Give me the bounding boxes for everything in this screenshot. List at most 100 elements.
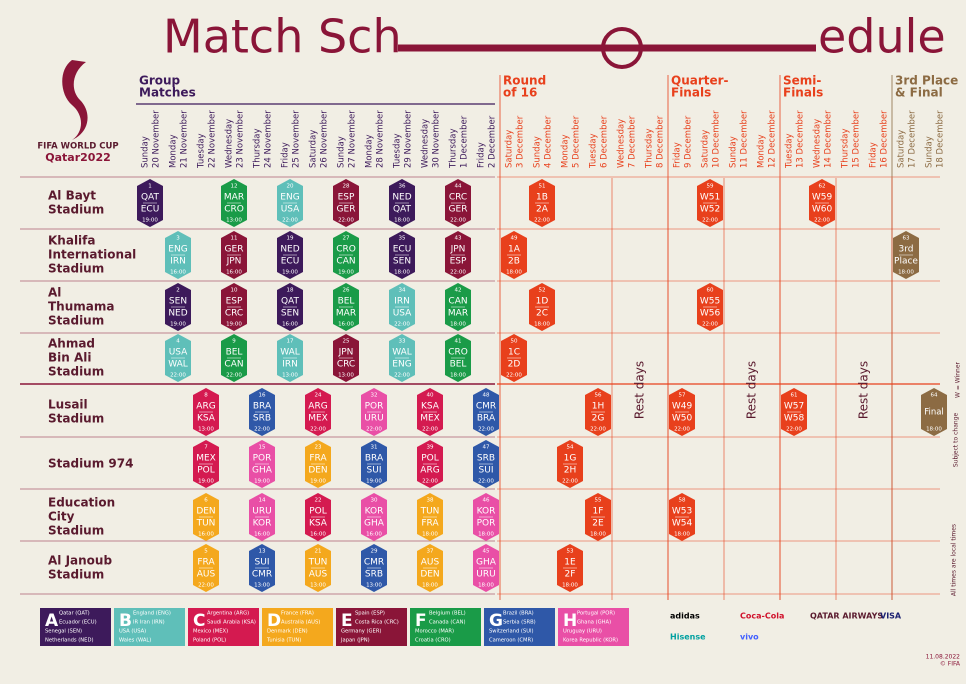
group-team: Poland (POL) xyxy=(193,638,226,644)
group-team: Croatia (CRO) xyxy=(415,638,451,644)
match-time: 22:00 xyxy=(786,427,802,433)
group-letter: H xyxy=(563,611,577,631)
group-box xyxy=(114,608,185,646)
match-away: POL xyxy=(197,466,215,476)
match-time: 13:00 xyxy=(338,373,354,379)
match-away: W58 xyxy=(784,414,805,424)
match-home: URU xyxy=(252,507,271,517)
match-away: KSA xyxy=(197,414,216,424)
match-away: CAN xyxy=(336,257,355,267)
match-away: SRB xyxy=(253,414,271,424)
match-away: TUN xyxy=(196,519,216,529)
match-time: 13:00 xyxy=(198,427,214,433)
match-away: WAL xyxy=(168,360,188,370)
day-date: 29 November xyxy=(404,110,414,168)
match-time: 22:00 xyxy=(534,218,550,224)
day-weekday: Friday xyxy=(869,142,879,168)
match-time: 18:00 xyxy=(478,583,494,589)
match-time: 22:00 xyxy=(226,373,242,379)
match-time: 19:00 xyxy=(338,270,354,276)
match-number: 26 xyxy=(343,288,350,294)
match-number: 63 xyxy=(903,236,910,242)
match-time: 18:00 xyxy=(478,532,494,538)
day-weekday: Tuesday xyxy=(393,133,403,169)
day-date: 4 December xyxy=(544,115,554,168)
match-away: DEN xyxy=(420,570,439,580)
section-label: & Final xyxy=(895,86,943,100)
match-home: 1G xyxy=(564,454,577,464)
stadium-name: Stadium xyxy=(48,262,104,276)
match-home: 1C xyxy=(508,348,520,358)
match-home: WAL xyxy=(280,348,300,358)
match-away: CRO xyxy=(224,205,244,215)
match-home: 1E xyxy=(564,558,576,568)
day-weekday: Wednesday xyxy=(225,119,235,168)
group-letter: B xyxy=(119,611,132,631)
day-weekday: Monday xyxy=(169,134,179,168)
match-away: W50 xyxy=(672,414,693,424)
group-box xyxy=(40,608,111,646)
day-date: 28 November xyxy=(376,110,386,168)
rest-days: Rest days xyxy=(633,361,647,419)
match-home: W49 xyxy=(672,402,693,412)
match-home: 1H xyxy=(592,402,605,412)
match-home: MAR xyxy=(224,193,244,203)
match-time: 22:00 xyxy=(506,373,522,379)
match-number: 33 xyxy=(399,339,406,345)
match-away: NED xyxy=(168,309,187,319)
match-time: 16:00 xyxy=(338,322,354,328)
match-time: 22:00 xyxy=(254,427,270,433)
match-home: POR xyxy=(365,402,384,412)
match-away: CRC xyxy=(337,360,355,370)
section-label: of 16 xyxy=(503,86,537,100)
match-away: Place xyxy=(894,257,918,267)
match-time: 22:00 xyxy=(450,270,466,276)
match-home: POR xyxy=(253,454,272,464)
day-weekday: Saturday xyxy=(701,130,711,168)
group-team: Morocco (MAR) xyxy=(415,629,454,635)
group-letter: D xyxy=(267,611,281,631)
match-number: 51 xyxy=(539,184,546,190)
match-number: 2 xyxy=(176,288,180,294)
match-home: ENG xyxy=(280,193,299,203)
match-home: AUS xyxy=(421,558,440,568)
footer-copyright: © FIFA xyxy=(940,661,961,668)
day-date: 6 December xyxy=(600,115,610,168)
match-number: 1 xyxy=(148,184,152,190)
stadium-name: Al Bayt xyxy=(48,189,96,203)
logo-mark xyxy=(62,60,88,140)
match-away: SRB xyxy=(365,570,383,580)
match-away: URU xyxy=(364,414,383,424)
day-date: 7 December xyxy=(628,115,638,168)
day-date: 3 December xyxy=(516,115,526,168)
day-date: 11 December xyxy=(740,110,750,168)
group-team: Germany (GER) xyxy=(341,629,381,635)
match-number: 6 xyxy=(204,498,208,504)
match-number: 55 xyxy=(595,498,602,504)
match-away: DEN xyxy=(308,466,327,476)
match-away: GER xyxy=(449,205,468,215)
match-home: 1B xyxy=(536,193,548,203)
match-number: 50 xyxy=(511,339,518,345)
group-team: USA (USA) xyxy=(119,629,146,635)
match-away: USA xyxy=(393,309,412,319)
match-away: ARG xyxy=(420,466,439,476)
group-team: Portugal (POR) xyxy=(577,611,615,617)
match-away: CMR xyxy=(252,570,272,580)
match-time: 22:00 xyxy=(338,218,354,224)
day-weekday: Monday xyxy=(561,134,571,168)
match-home: IRN xyxy=(394,297,410,307)
match-away: MEX xyxy=(420,414,440,424)
match-number: 18 xyxy=(287,288,294,294)
grid xyxy=(20,75,940,600)
match-number: 59 xyxy=(707,184,714,190)
group-team: Japan (JPN) xyxy=(340,638,370,644)
match-away: BRA xyxy=(477,414,496,424)
match-away: 2D xyxy=(508,360,521,370)
day-date: 18 December xyxy=(936,110,946,168)
stadium-name: Stadium xyxy=(48,412,104,426)
match-time: 22:00 xyxy=(450,218,466,224)
match-time: 16:00 xyxy=(198,532,214,538)
match-home: SUI xyxy=(255,558,270,568)
group-team: Netherlands (NED) xyxy=(45,638,93,644)
